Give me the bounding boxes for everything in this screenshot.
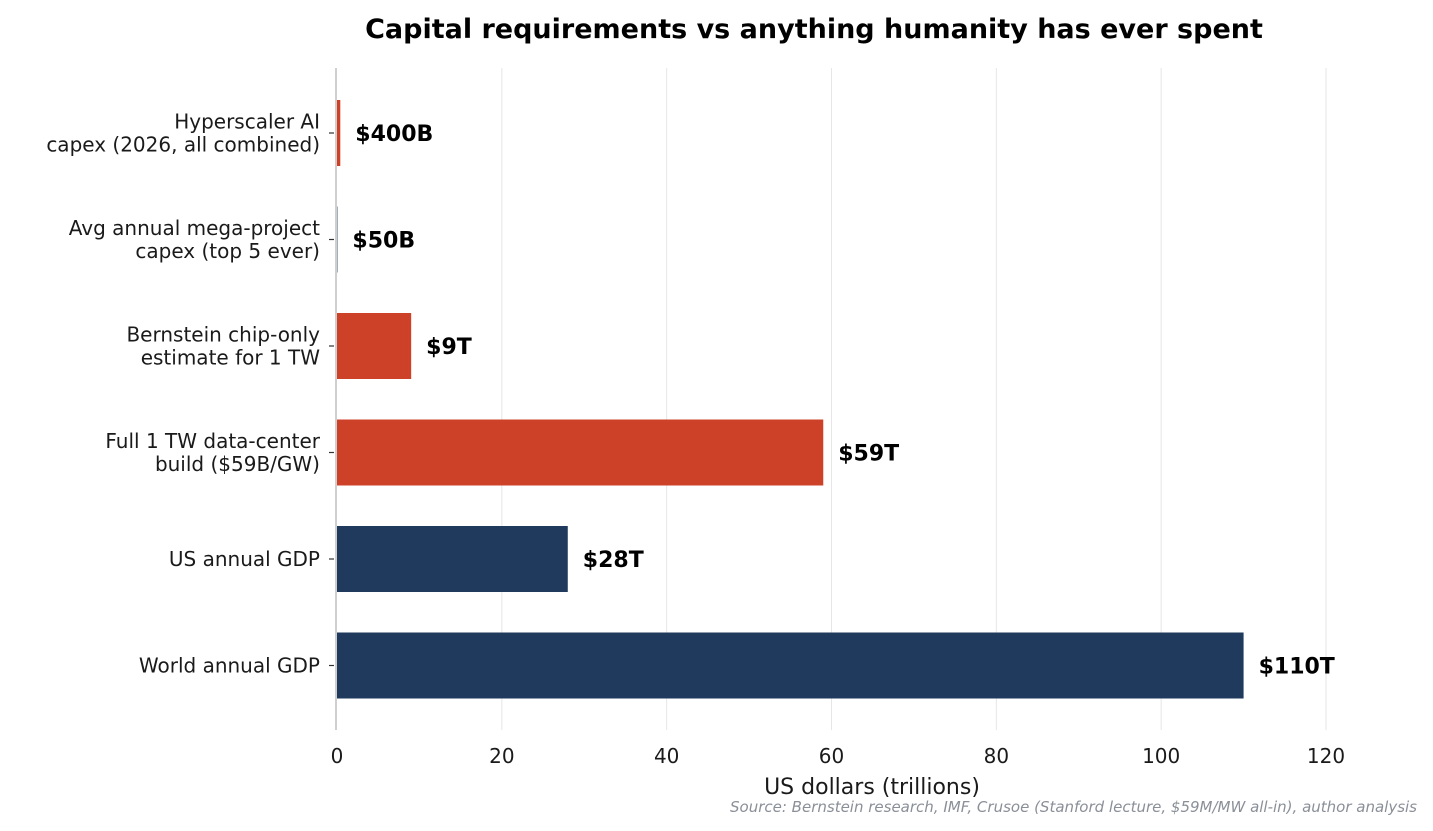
category-label-line: World annual GDP: [139, 654, 320, 678]
value-label-0: $400B: [355, 122, 433, 147]
axes: 0 20 40 60 80 100 120: [329, 68, 1345, 768]
category-label-line: capex (top 5 ever): [135, 239, 320, 263]
source-note: Source: Bernstein research, IMF, Crusoe …: [730, 798, 1417, 816]
x-tick-label-40: 40: [654, 744, 679, 768]
category-label-4: US annual GDP: [169, 547, 320, 571]
category-label-3: Full 1 TW data-center build ($59B/GW): [105, 429, 320, 476]
category-label-line: Bernstein chip-only: [126, 323, 320, 347]
x-tick-label-100: 100: [1142, 744, 1180, 768]
value-label-1: $50B: [352, 229, 415, 254]
x-tick-label-80: 80: [984, 744, 1009, 768]
bar-5: [337, 632, 1244, 699]
value-label-3: $59T: [838, 442, 899, 467]
x-tick-label-0: 0: [331, 744, 344, 768]
x-tick-label-120: 120: [1307, 744, 1345, 768]
bar-2: [337, 313, 412, 379]
category-label-line: estimate for 1 TW: [141, 346, 321, 370]
chart-title: Capital requirements vs anything humanit…: [365, 14, 1263, 45]
category-label-line: Avg annual mega-project: [69, 216, 320, 240]
bar-3: [337, 419, 824, 486]
grid-lines: [501, 68, 1327, 730]
value-label-2: $9T: [426, 335, 472, 360]
bar-0: [337, 100, 341, 166]
x-tick-label-20: 20: [489, 744, 514, 768]
category-label-2: Bernstein chip-only estimate for 1 TW: [126, 323, 320, 370]
bar-4: [337, 526, 568, 592]
bars: [337, 100, 1244, 699]
category-label-line: build ($59B/GW): [155, 452, 320, 476]
category-label-1: Avg annual mega-project capex (top 5 ever…: [69, 216, 320, 263]
x-tick-label-60: 60: [819, 744, 844, 768]
value-label-5: $110T: [1259, 655, 1335, 680]
x-axis-label: US dollars (trillions): [764, 775, 980, 800]
category-label-5: World annual GDP: [139, 654, 320, 678]
category-label-line: US annual GDP: [169, 547, 320, 571]
category-label-line: Hyperscaler AI: [174, 110, 320, 134]
value-labels: $400B $50B $9T $59T $28T $110T: [352, 122, 1334, 680]
category-label-line: capex (2026, all combined): [46, 133, 320, 157]
category-labels: Hyperscaler AI capex (2026, all combined)…: [46, 110, 320, 678]
value-label-4: $28T: [583, 548, 644, 573]
category-label-line: Full 1 TW data-center: [105, 429, 320, 453]
category-label-0: Hyperscaler AI capex (2026, all combined): [46, 110, 320, 157]
